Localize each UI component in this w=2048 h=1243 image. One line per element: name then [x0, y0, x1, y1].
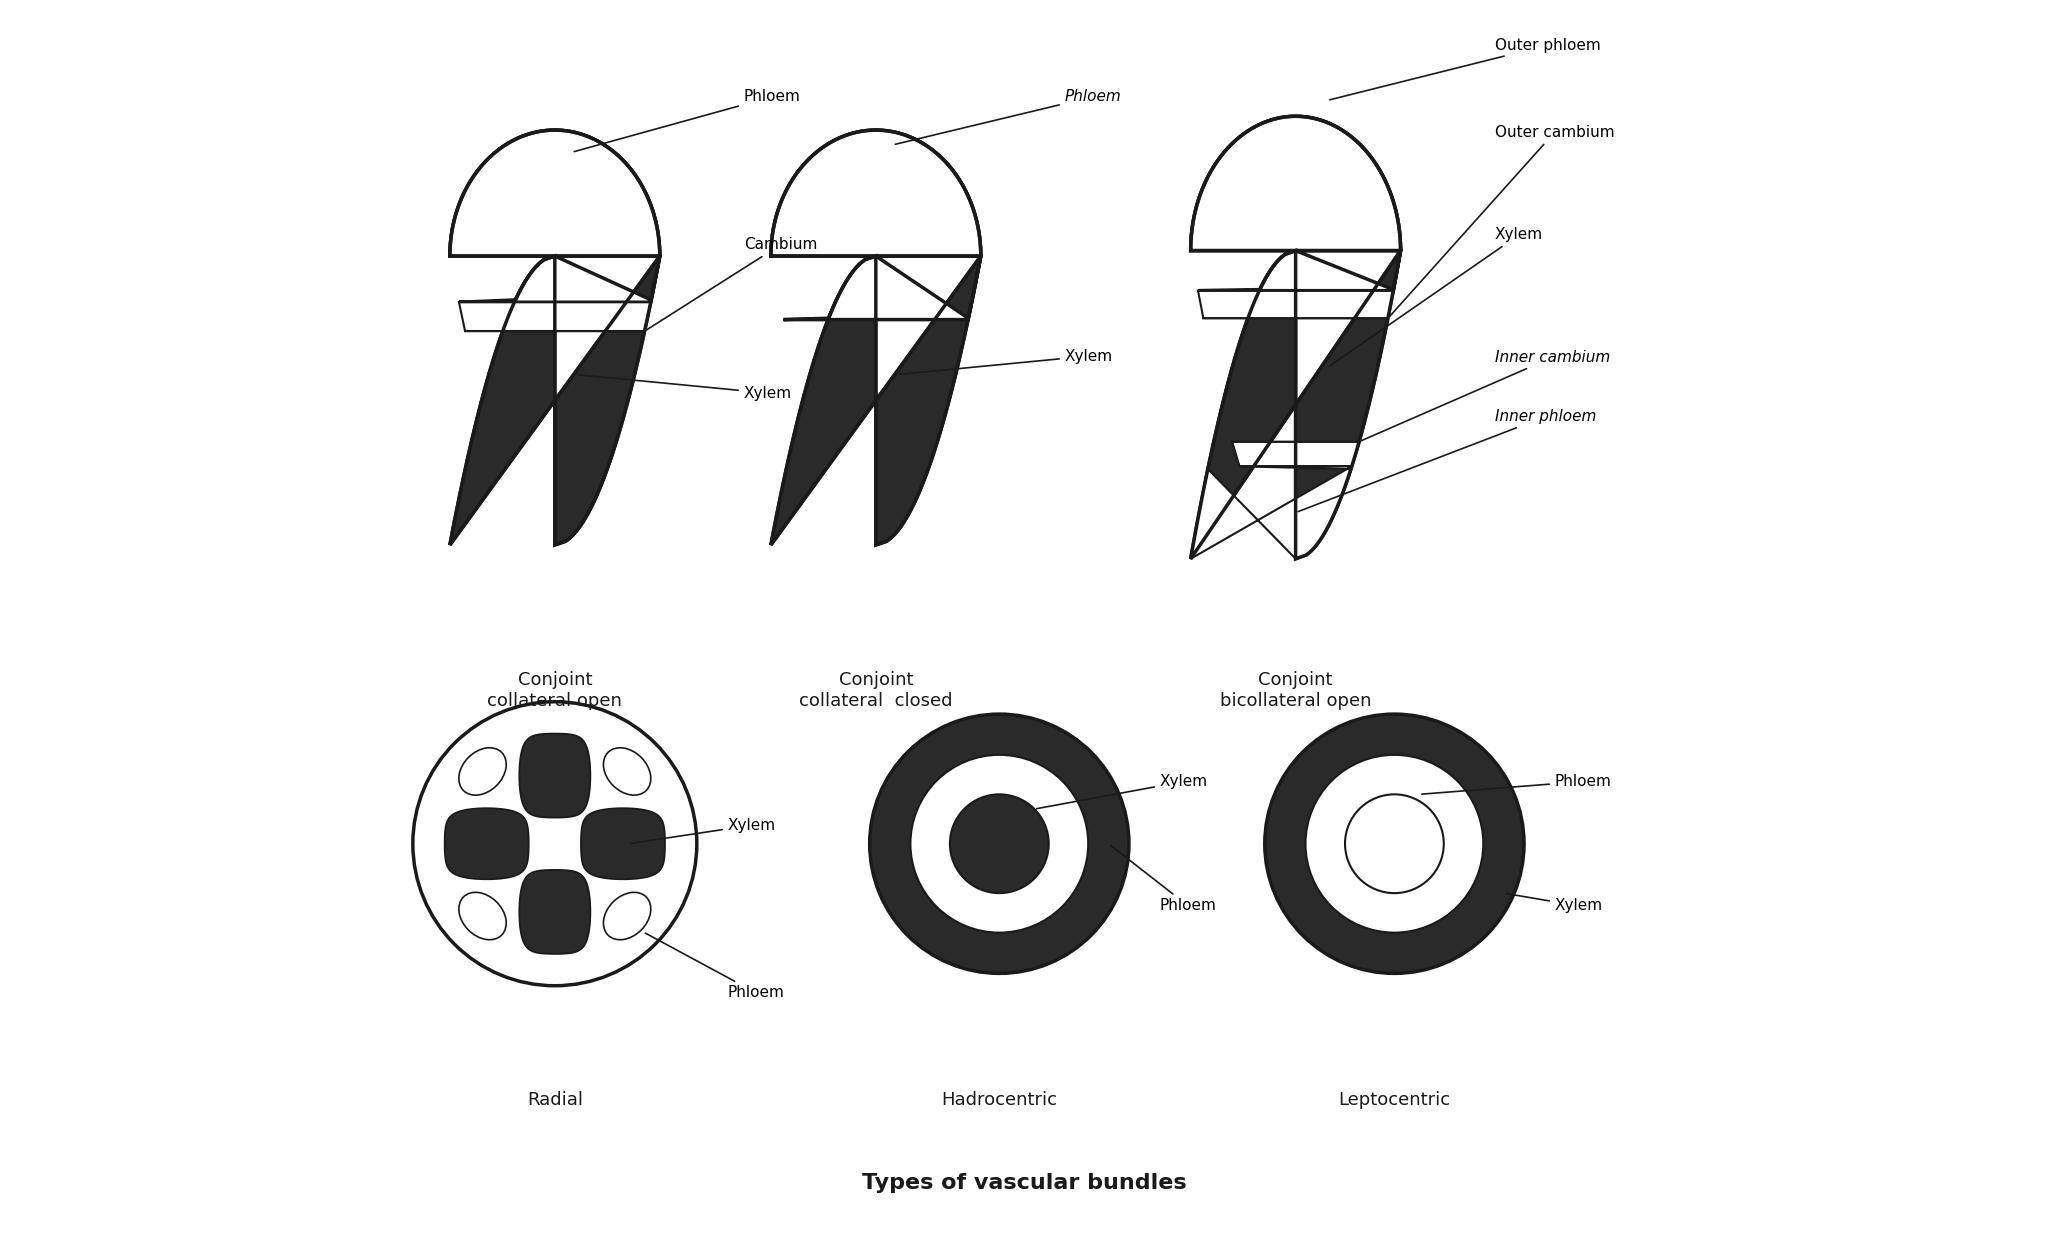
Ellipse shape: [459, 748, 506, 796]
Ellipse shape: [604, 892, 651, 940]
Text: Xylem: Xylem: [1507, 894, 1604, 914]
Text: Phloem: Phloem: [1421, 774, 1612, 794]
Circle shape: [950, 794, 1049, 894]
Text: Hadrocentric: Hadrocentric: [942, 1090, 1057, 1109]
Circle shape: [870, 713, 1128, 973]
Text: Outer cambium: Outer cambium: [1391, 124, 1614, 316]
Circle shape: [911, 755, 1087, 932]
Text: Phloem: Phloem: [645, 933, 784, 1001]
Text: Outer phloem: Outer phloem: [1329, 37, 1602, 99]
Text: Phloem: Phloem: [573, 89, 801, 152]
Polygon shape: [770, 131, 981, 319]
Polygon shape: [1233, 441, 1360, 466]
Circle shape: [1305, 755, 1483, 932]
Polygon shape: [520, 733, 590, 818]
Text: Conjoint
collateral open: Conjoint collateral open: [487, 671, 623, 710]
Polygon shape: [1190, 117, 1401, 559]
Text: Inner phloem: Inner phloem: [1298, 409, 1595, 512]
Polygon shape: [459, 302, 651, 331]
Text: Types of vascular bundles: Types of vascular bundles: [862, 1173, 1186, 1193]
Text: Xylem: Xylem: [1036, 774, 1208, 809]
Polygon shape: [444, 808, 528, 879]
Circle shape: [1346, 794, 1444, 894]
Ellipse shape: [459, 892, 506, 940]
Text: Conjoint
collateral  closed: Conjoint collateral closed: [799, 671, 952, 710]
Polygon shape: [582, 808, 666, 879]
Text: Xylem: Xylem: [1329, 227, 1542, 367]
Polygon shape: [1198, 291, 1393, 318]
Polygon shape: [770, 131, 981, 544]
Text: Inner cambium: Inner cambium: [1362, 349, 1610, 440]
Circle shape: [414, 702, 696, 986]
Circle shape: [1266, 713, 1524, 973]
Text: Radial: Radial: [526, 1090, 584, 1109]
Text: Xylem: Xylem: [631, 818, 776, 843]
Text: Phloem: Phloem: [1110, 845, 1217, 914]
Text: Leptocentric: Leptocentric: [1337, 1090, 1450, 1109]
Polygon shape: [451, 131, 659, 544]
Text: Cambium: Cambium: [647, 237, 817, 329]
Text: Conjoint
bicollateral open: Conjoint bicollateral open: [1221, 671, 1372, 710]
Ellipse shape: [604, 748, 651, 796]
Text: Xylem: Xylem: [580, 375, 793, 400]
Text: Phloem: Phloem: [895, 89, 1122, 144]
Text: Xylem: Xylem: [899, 348, 1112, 374]
Polygon shape: [451, 131, 659, 302]
Polygon shape: [1190, 466, 1352, 559]
Polygon shape: [520, 870, 590, 953]
Polygon shape: [1190, 117, 1401, 291]
